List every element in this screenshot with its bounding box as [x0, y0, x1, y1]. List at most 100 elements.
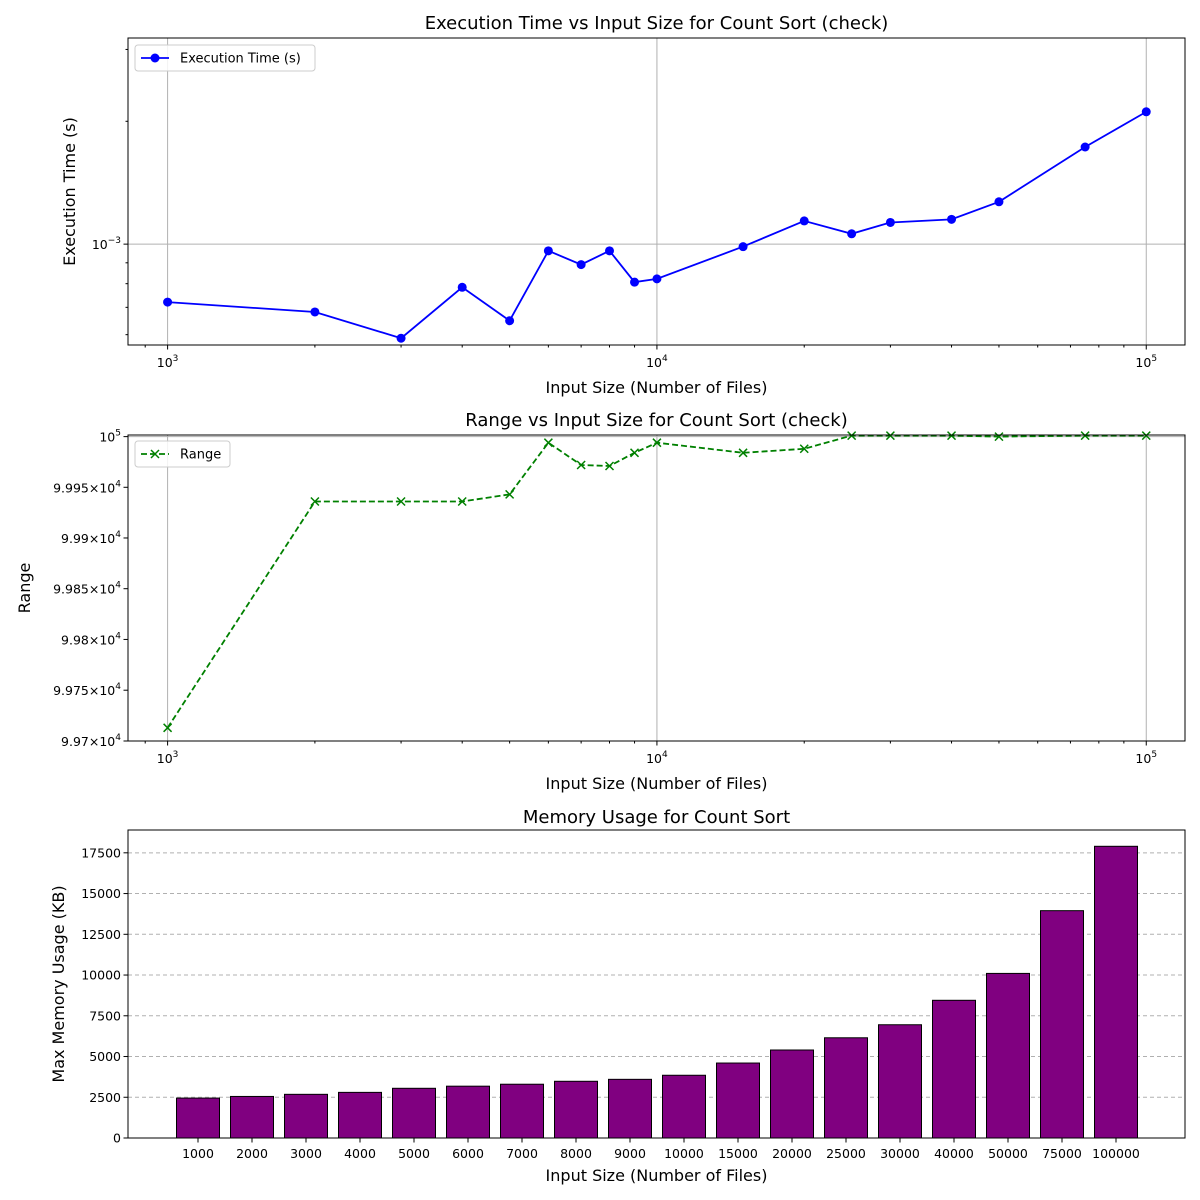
y-axis-label: Max Memory Usage (KB) [49, 885, 68, 1082]
data-point [310, 307, 320, 317]
bar [824, 1037, 868, 1139]
tick-label: 103 [157, 750, 179, 766]
data-point [1080, 431, 1090, 441]
tick-label: 7500 [89, 1008, 121, 1023]
data-point [994, 197, 1004, 207]
data-point [543, 246, 553, 256]
data-point [885, 431, 895, 441]
data-point [396, 496, 406, 507]
tick-label: 104 [646, 354, 668, 370]
bar [554, 1080, 598, 1139]
data-point [799, 444, 809, 454]
tick-label: 3000 [290, 1146, 322, 1161]
data-point [630, 277, 640, 287]
chart-title: Memory Usage for Count Sort [523, 807, 790, 828]
legend-label: Execution Time (s) [180, 52, 301, 67]
data-point [605, 246, 615, 256]
tick-label: 9.97×104 [61, 733, 121, 749]
tick-label: 1000 [182, 1146, 214, 1161]
tick-label: 4000 [344, 1146, 376, 1161]
y-axis-label: Execution Time (s) [60, 117, 79, 266]
x-axis-label: Input Size (Number of Files) [546, 774, 768, 793]
tick-label: 9.995×104 [53, 479, 121, 495]
bar [986, 972, 1030, 1139]
grid [128, 38, 1185, 345]
execution-time-panel: 103 104 105 10−3 Execution Time vs Input Si… [60, 13, 1186, 397]
series [163, 107, 1151, 343]
range-panel: 103 104 105 105 9.995×104 9.99×104 9.985×104 9.… [15, 410, 1186, 793]
data-point [576, 460, 586, 470]
data-point [396, 333, 406, 343]
tick-label: 10000 [81, 968, 121, 983]
tick-label: 2500 [89, 1090, 121, 1105]
plot-frame [127, 434, 1186, 742]
tick-label: 75000 [1042, 1146, 1082, 1161]
legend: Execution Time (s) [134, 44, 316, 72]
data-point [799, 216, 809, 226]
bar [878, 1024, 922, 1139]
data-point [163, 297, 173, 307]
tick-label: 9.98×104 [61, 631, 121, 647]
data-point [457, 496, 467, 507]
axis-ticks: 103 104 105 105 9.995×104 9.99×104 9.985×104 9.… [53, 429, 1157, 766]
data-point [1141, 431, 1151, 441]
bar [500, 1083, 544, 1139]
tick-label: 20000 [772, 1146, 812, 1161]
legend: Range [134, 440, 231, 468]
plot-frame [127, 829, 1186, 1139]
data-point [738, 448, 748, 458]
bar [770, 1049, 814, 1139]
tick-label: 8000 [560, 1146, 592, 1161]
tick-label: 9.975×104 [53, 682, 121, 698]
tick-label: 7000 [506, 1146, 538, 1161]
tick-label: 105 [99, 429, 121, 445]
legend-marker [150, 53, 160, 63]
tick-label: 5000 [89, 1049, 121, 1064]
data-point [457, 282, 467, 292]
bar [284, 1093, 328, 1139]
chart-title: Execution Time vs Input Size for Count S… [425, 13, 889, 34]
tick-label: 30000 [880, 1146, 920, 1161]
bars [176, 845, 1138, 1139]
axis-ticks: 0 2500 5000 7500 10000 12500 15000 17500 1000 200… [81, 845, 1140, 1161]
tick-label: 40000 [934, 1146, 974, 1161]
tick-label: 104 [646, 750, 668, 766]
bar [932, 999, 976, 1139]
tick-label: 9.99×104 [61, 530, 121, 546]
data-point [994, 432, 1004, 442]
tick-label: 10000 [664, 1146, 704, 1161]
data-point [885, 217, 895, 227]
data-point [163, 723, 173, 733]
data-point [543, 438, 553, 448]
legend-box [134, 44, 316, 72]
tick-label: 15000 [81, 886, 121, 901]
tick-label: 5000 [398, 1146, 430, 1161]
y-axis-label: Range [15, 563, 34, 614]
tick-label: 25000 [826, 1146, 866, 1161]
data-point [630, 448, 640, 458]
tick-label: 9000 [614, 1146, 646, 1161]
data-point [604, 461, 615, 471]
tick-label: 0 [113, 1131, 121, 1146]
legend-box [134, 440, 231, 468]
data-point [847, 229, 857, 239]
data-point [1141, 107, 1151, 117]
memory-usage-panel: 0 2500 5000 7500 10000 12500 15000 17500 1000 200… [49, 807, 1186, 1185]
data-point [947, 214, 957, 224]
data-point [1080, 142, 1090, 152]
bar [338, 1091, 382, 1139]
bar [392, 1087, 436, 1139]
data-point [310, 496, 320, 507]
data-point [505, 489, 515, 499]
legend-label: Range [180, 448, 221, 463]
grid [128, 435, 1185, 741]
tick-label: 105 [1135, 354, 1157, 370]
bar [662, 1074, 706, 1139]
bar [716, 1062, 760, 1139]
bar [176, 1097, 220, 1139]
tick-label: 50000 [988, 1146, 1028, 1161]
plot-frame [127, 37, 1186, 346]
x-axis-label: Input Size (Number of Files) [546, 378, 768, 397]
axis-ticks: 103 104 105 10−3 [92, 48, 1157, 370]
